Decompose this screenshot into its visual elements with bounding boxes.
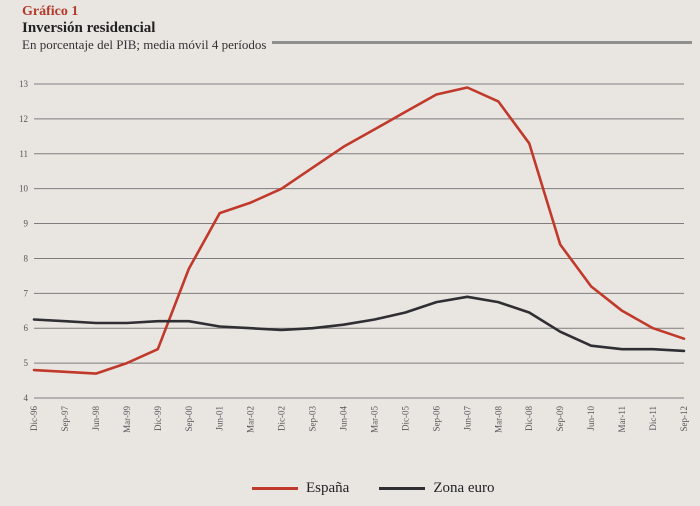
x-tick-label: Sep-12: [679, 406, 689, 432]
chart-title: Inversión residencial: [22, 20, 156, 36]
chart-subtitle: En porcentaje del PIB; media móvil 4 per…: [22, 37, 267, 52]
x-tick-label: Jun-01: [215, 406, 225, 431]
legend-item-espana: España: [252, 480, 349, 497]
y-tick-label: 8: [24, 253, 29, 263]
y-tick-label: 12: [19, 114, 28, 124]
y-tick-label: 7: [24, 288, 29, 298]
chart-header: Gráfico 1 Inversión residencial En porce…: [22, 4, 692, 53]
x-tick-label: Sep-00: [184, 406, 194, 432]
y-axis-ticks: 4 5 6 7 8 9 10 11 12 13: [19, 79, 29, 403]
x-tick-label: Jun-98: [91, 406, 101, 431]
x-tick-label: Mar-02: [246, 406, 256, 433]
x-tick-label: Dic-99: [153, 406, 163, 431]
x-tick-label: Mar-11: [617, 406, 627, 432]
legend: España Zona euro: [252, 480, 525, 497]
x-tick-label: Jun-10: [586, 406, 596, 431]
figure-label: Gráfico 1: [22, 4, 79, 19]
legend-swatch-espana: [252, 487, 298, 490]
x-tick-label: Mar-99: [122, 406, 132, 433]
header-rule: [272, 40, 692, 44]
legend-item-zona-euro: Zona euro: [379, 480, 495, 497]
x-tick-label: Mar-08: [493, 406, 503, 433]
x-tick-label: Sep-97: [60, 406, 70, 432]
y-tick-label: 10: [19, 184, 29, 194]
x-tick-label: Sep-06: [431, 406, 441, 432]
y-tick-label: 13: [19, 79, 29, 89]
x-tick-label: Dic-96: [29, 406, 39, 431]
legend-swatch-zona-euro: [379, 487, 426, 490]
series-line-espana: [32, 86, 686, 375]
legend-label-espana: España: [306, 480, 350, 496]
x-tick-label: Mar-05: [369, 406, 379, 433]
x-tick-label: Jun-07: [462, 406, 472, 431]
y-tick-label: 5: [24, 358, 29, 368]
y-tick-label: 11: [19, 149, 28, 159]
x-tick-label: Dic-08: [524, 406, 534, 431]
x-tick-label: Sep-09: [555, 406, 565, 432]
series-line-zona-euro: [32, 295, 686, 353]
legend-label-zona-euro: Zona euro: [433, 480, 495, 496]
x-tick-label: Dic-11: [648, 406, 658, 431]
x-tick-label: Dic-02: [277, 406, 287, 431]
subtitle-row: En porcentaje del PIB; media móvil 4 per…: [22, 37, 692, 53]
x-tick-label: Dic-05: [400, 406, 410, 431]
x-axis-ticks: Dic-96 Sep-97 Jun-98 Mar-99 Dic-99 Sep-00 Jun-…: [29, 406, 689, 433]
series-lines: [32, 86, 686, 375]
grid-lines: [34, 83, 684, 399]
y-tick-label: 6: [24, 323, 29, 333]
y-tick-label: 9: [24, 219, 29, 229]
y-tick-label: 4: [24, 393, 29, 403]
x-tick-label: Jun-04: [339, 406, 349, 431]
x-tick-label: Sep-03: [308, 406, 318, 432]
